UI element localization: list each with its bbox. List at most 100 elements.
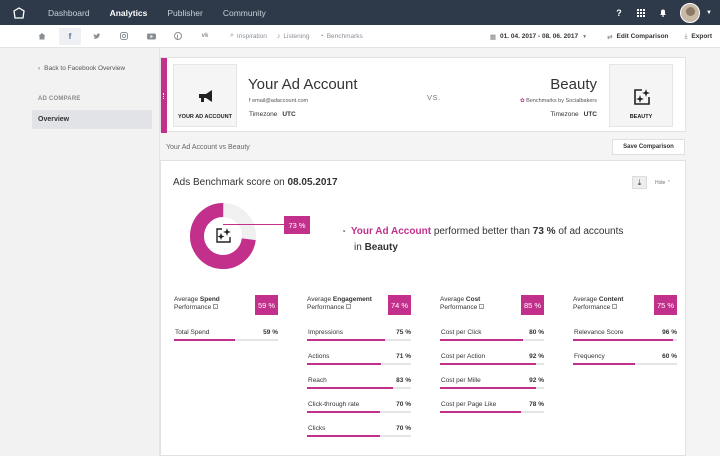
metric-title-name: Cost [465, 296, 481, 303]
channel-subnav: f vk ⌕ Inspiration ♪ Listening ◔ Benchmarks… [0, 25, 720, 48]
socialbakers-icon: ✿ [519, 98, 527, 104]
home-icon[interactable] [31, 28, 53, 45]
twitter-icon[interactable] [86, 28, 108, 45]
benchmark-score-card: Ads Benchmark score on 08.05.2017 ⤓ Hide… [160, 160, 686, 456]
ad-account-caption: YOUR AD ACCOUNT [178, 114, 232, 120]
metric-row[interactable]: Impressions 75 % [307, 321, 419, 345]
metric-column-content: Average Content Performance i 75 % Relevance… [573, 295, 685, 369]
save-comparison-button[interactable]: Save Comparison [612, 139, 685, 155]
headline-text2: of ad accounts [558, 226, 624, 237]
compare-icon: ⇄ [607, 33, 613, 41]
user-avatar[interactable] [680, 2, 701, 23]
app-logo-icon[interactable] [0, 0, 38, 25]
chevron-left-icon: ‹ [38, 65, 41, 72]
ad-account-email: f email@adaccount.com [249, 98, 308, 104]
edit-comparison-button[interactable]: ⇄ Edit Comparison [599, 33, 676, 41]
megaphone-icon [199, 90, 212, 102]
instagram-icon[interactable] [113, 28, 135, 45]
metric-row[interactable]: Cost per Page Like 78 % [440, 393, 552, 417]
metric-row[interactable]: Relevance Score 96 % [573, 321, 685, 345]
info-icon[interactable]: i [479, 304, 485, 310]
benchmarks-link[interactable]: ◔ Benchmarks [319, 32, 362, 40]
timezone-label: Timezone [249, 111, 278, 118]
export-icon: ⤓ [684, 32, 688, 40]
info-icon[interactable]: i [612, 304, 618, 310]
metric-row-label: Reach [308, 377, 327, 384]
metric-title-name: Spend [199, 296, 220, 303]
listening-link[interactable]: ♪ Listening [277, 32, 310, 40]
headline-industry: Beauty [364, 242, 398, 253]
search-icon: ⌕ [230, 32, 234, 39]
notifications-bell-icon[interactable] [652, 0, 674, 25]
hide-toggle[interactable]: Hide ⌃ [655, 180, 671, 186]
metric-row[interactable]: Reach 83 % [307, 369, 419, 393]
metric-row[interactable]: Cost per Click 80 % [440, 321, 552, 345]
metric-row-label: Cost per Action [441, 353, 486, 360]
chevron-down-icon: ▼ [582, 33, 588, 40]
info-icon[interactable]: i [213, 304, 219, 310]
metric-row-label: Cost per Click [441, 329, 482, 336]
vk-icon[interactable]: vk [201, 33, 209, 39]
metric-row-value: 75 % [396, 329, 411, 336]
metric-row[interactable]: Frequency 60 % [573, 345, 685, 369]
metric-row-value: 92 % [529, 353, 544, 360]
metric-row-label: Click-through rate [308, 401, 360, 408]
metric-subtitle: Performance i [174, 304, 286, 311]
donut-label-connector [223, 224, 284, 225]
metric-row-label: Cost per Page Like [441, 401, 497, 408]
metric-row-bar-track [174, 339, 278, 341]
metric-row-bar-track [307, 339, 411, 341]
youtube-icon[interactable] [140, 28, 162, 45]
metric-subtitle: Performance i [573, 304, 685, 311]
benchmark-source: ✿ Benchmarks by Socialbakers [520, 98, 597, 104]
metric-row-bar-fill [307, 435, 380, 437]
donut-sparkle-icon [216, 228, 231, 243]
calendar-icon: ▦ [489, 33, 497, 41]
sidebar-item-overview[interactable]: Overview [32, 110, 152, 129]
nav-analytics[interactable]: Analytics [109, 7, 148, 18]
metric-column-engagement: Average Engagement Performance i 74 % Impres… [307, 295, 419, 441]
nav-dashboard[interactable]: Dashboard [48, 7, 90, 18]
benchmark-source-text: Benchmarks by Socialbakers [526, 98, 597, 104]
ad-account-timezone: Timezone UTC [249, 111, 296, 118]
metric-header: Average Cost Performance i 85 % [440, 295, 552, 319]
metric-row[interactable]: Clicks 70 % [307, 417, 419, 441]
nav-community[interactable]: Community [222, 7, 266, 18]
metric-row[interactable]: Cost per Action 92 % [440, 345, 552, 369]
info-icon[interactable]: i [346, 304, 352, 310]
metric-row-value: 83 % [396, 377, 411, 384]
metric-subtitle-text: Performance [440, 304, 478, 311]
help-icon[interactable]: ? [616, 7, 622, 18]
sidebar-section-heading: AD COMPARE [38, 96, 81, 102]
metric-row-bar-track [307, 387, 411, 389]
export-button[interactable]: ⤓ Export [677, 33, 720, 41]
avatar-caret-icon[interactable]: ▼ [706, 9, 712, 16]
metric-row[interactable]: Cost per Mille 92 % [440, 369, 552, 393]
metric-row-bar-track [440, 411, 544, 413]
download-icon[interactable]: ⤓ [632, 176, 647, 189]
facebook-icon[interactable]: f [59, 27, 81, 45]
apps-grid-icon[interactable] [630, 0, 652, 25]
donut-score-arc [190, 203, 256, 269]
nav-publisher[interactable]: Publisher [167, 7, 203, 18]
pinterest-icon[interactable] [167, 28, 189, 45]
metric-title: Average Cost [440, 295, 552, 304]
metric-subtitle-text: Performance [307, 304, 345, 311]
metric-row-value: 70 % [396, 401, 411, 408]
sparkle-frame-icon [634, 89, 650, 105]
metric-row[interactable]: Click-through rate 70 % [307, 393, 419, 417]
hide-label: Hide [655, 180, 666, 186]
versus-label: VS. [427, 93, 441, 102]
back-to-facebook-link[interactable]: ‹ Back to Facebook Overview [38, 65, 125, 72]
metric-row-bar-fill [573, 363, 636, 365]
benchmarks-label: Benchmarks [326, 32, 363, 40]
metric-row[interactable]: Actions 71 % [307, 345, 419, 369]
date-range-picker[interactable]: ▦ 01. 04. 2017 - 08. 06. 2017 ▼ [482, 33, 599, 41]
metric-row-value: 96 % [662, 329, 677, 336]
headline-text3: in [354, 242, 362, 253]
listening-label: Listening [283, 32, 310, 40]
metric-subtitle-text: Performance [573, 304, 611, 311]
metric-row-label: Relevance Score [574, 329, 624, 336]
inspiration-link[interactable]: ⌕ Inspiration [230, 32, 267, 40]
metric-row[interactable]: Total Spend 59 % [174, 321, 286, 345]
